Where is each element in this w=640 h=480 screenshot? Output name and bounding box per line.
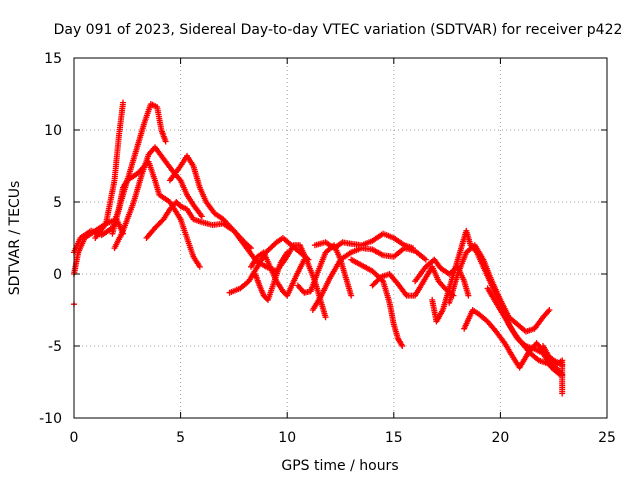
chart-title: Day 091 of 2023, Sidereal Day-to-day VTE…: [54, 22, 623, 38]
series-sat-e: [143, 199, 254, 252]
y-axis-label: SDTVAR / TECUs: [7, 181, 23, 296]
series-sat-i: [248, 249, 308, 299]
y-axis-ticks: -10 -5 0 5 10 15: [39, 51, 607, 427]
data-point-marker: [198, 213, 205, 220]
series-sat-o: [369, 263, 457, 299]
data-point-marker: [120, 99, 126, 106]
data-point-marker: [410, 245, 416, 252]
data-point-marker: [559, 390, 566, 397]
y-tick-label: 5: [53, 195, 62, 211]
data-point-marker: [546, 307, 553, 313]
data-point-marker: [162, 138, 169, 145]
series-sat-u: [71, 216, 126, 277]
series-sat-m: [311, 230, 416, 252]
series-sat-n: [348, 256, 406, 349]
y-tick-label: -5: [48, 339, 62, 355]
x-axis-ticks: 0 5 10 15 20 25: [70, 58, 616, 446]
data-point-marker: [120, 230, 126, 237]
data-point-marker: [348, 292, 355, 299]
data-point-marker: [322, 314, 329, 321]
x-tick-label: 20: [491, 430, 509, 446]
y-tick-label: -10: [39, 411, 62, 427]
y-tick-label: 10: [44, 123, 62, 139]
series-sat-r: [446, 242, 553, 335]
series-sat-l: [309, 245, 429, 313]
series-sat-k: [294, 242, 355, 299]
x-tick-label: 25: [598, 430, 616, 446]
data-point-marker: [422, 256, 429, 263]
grid: [74, 58, 607, 418]
x-tick-label: 5: [176, 430, 185, 446]
data-point-marker: [196, 263, 203, 270]
x-tick-label: 0: [70, 430, 79, 446]
series-sat-v: [540, 343, 566, 397]
y-tick-label: 15: [44, 51, 62, 67]
x-tick-label: 10: [278, 430, 296, 446]
series-sat-a: [71, 158, 203, 270]
data-point-marker: [399, 343, 406, 349]
x-tick-label: 15: [385, 430, 403, 446]
data-point-marker: [465, 292, 472, 299]
y-tick-label: 0: [53, 267, 62, 283]
data-points: [71, 99, 566, 397]
series-sat-d: [111, 144, 205, 252]
x-axis-label: GPS time / hours: [281, 458, 398, 474]
plot-frame: [73, 57, 608, 419]
series-sat-j: [273, 242, 329, 321]
